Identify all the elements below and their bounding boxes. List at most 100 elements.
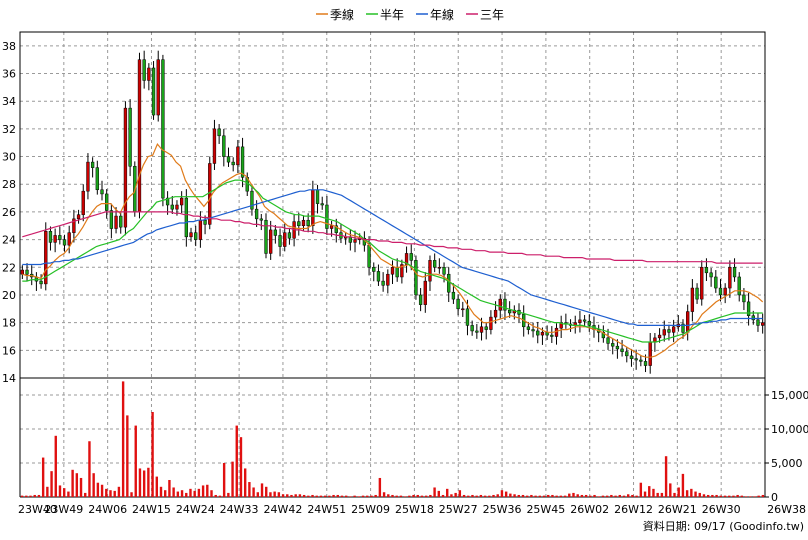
candle-body <box>475 330 479 333</box>
volume-bar <box>488 495 491 497</box>
candle-body <box>611 343 615 347</box>
candle-body <box>62 239 67 246</box>
volume-bar <box>75 473 79 497</box>
candle-body <box>240 146 245 178</box>
volume-bar <box>142 470 146 497</box>
candle-body <box>95 167 99 191</box>
volume-bar <box>437 490 440 497</box>
volume-bar <box>416 494 419 497</box>
candle-body <box>418 294 423 305</box>
x-tick-label: 26W02 <box>570 503 609 516</box>
volume-bar <box>475 495 478 497</box>
candle-body <box>86 161 90 192</box>
legend-label: 季線 <box>330 7 354 22</box>
candle-body <box>554 327 559 337</box>
candle-body <box>423 280 427 305</box>
candle-body <box>428 260 432 282</box>
volume-bar <box>639 482 643 497</box>
volume-bar <box>370 495 373 497</box>
x-tick-label: 25W18 <box>395 503 434 516</box>
volume-bar <box>29 495 32 497</box>
candle-body <box>671 326 676 333</box>
volume-bar <box>286 494 289 497</box>
candle-body <box>470 325 474 332</box>
candle-body <box>732 267 737 278</box>
candle-body <box>320 203 324 206</box>
candle-body <box>395 267 399 278</box>
candle-body <box>657 334 662 339</box>
volume-bar <box>239 437 243 497</box>
candle-body <box>465 308 470 326</box>
volume-bar <box>328 495 331 497</box>
candle-body <box>723 287 727 296</box>
candle-body <box>48 231 53 243</box>
candle-body <box>531 329 535 332</box>
volume-bar <box>201 485 205 497</box>
volume-bar <box>176 491 180 497</box>
volume-bar <box>265 486 268 497</box>
candle-body <box>643 361 648 366</box>
volume-bar <box>130 492 133 497</box>
candle-body <box>536 330 540 336</box>
volume-bar <box>353 495 356 497</box>
volume-bar <box>597 496 600 497</box>
y-tick-label: 14 <box>2 372 16 385</box>
volume-bar <box>46 486 49 497</box>
volume-bar <box>50 471 53 497</box>
volume-bar <box>79 477 83 497</box>
candle-body <box>550 334 554 337</box>
candle-body <box>297 221 301 227</box>
volume-bar <box>483 495 487 497</box>
volume-bar <box>580 494 584 497</box>
volume-bar <box>534 495 537 497</box>
x-tick-label: 25W27 <box>439 503 478 516</box>
volume-bar <box>41 457 45 497</box>
candle-body <box>273 229 278 236</box>
candle-body <box>714 276 718 289</box>
candle-body <box>25 269 29 275</box>
candle-body <box>58 235 62 240</box>
volume-bar <box>492 494 495 497</box>
volume-bar <box>732 495 735 497</box>
volume-bar <box>467 495 470 497</box>
volume-bar <box>273 491 276 497</box>
volume-bar <box>669 483 672 497</box>
candle-body <box>151 67 156 116</box>
x-tick-label: 26W12 <box>614 503 653 516</box>
volume-bar <box>694 491 697 497</box>
volume-bar <box>589 495 592 497</box>
volume-bar <box>622 495 626 497</box>
y-tick-label: 24 <box>2 234 16 247</box>
volume-bar <box>711 494 714 497</box>
volume-bar <box>605 495 609 497</box>
x-tick-label: 26W38 <box>767 503 806 516</box>
volume-bar <box>446 488 449 497</box>
candle-body <box>442 267 446 275</box>
volume-bar <box>96 482 100 497</box>
volume-bar <box>172 487 175 497</box>
candle-body <box>376 271 381 282</box>
candle-body <box>278 235 282 247</box>
candle-body <box>264 219 268 254</box>
volume-bar <box>290 494 293 497</box>
volume-bar <box>610 494 613 497</box>
candle-body <box>283 232 287 247</box>
volume-bar <box>706 494 710 497</box>
x-tick-label: 23W49 <box>44 503 83 516</box>
candle-body <box>709 272 713 278</box>
volume-bar <box>420 495 424 497</box>
candle-body <box>250 190 254 210</box>
price-panel-border <box>19 31 766 379</box>
volume-bar <box>753 496 756 497</box>
volume-bar <box>269 492 272 497</box>
candle-body <box>381 280 385 286</box>
x-tick-label: 24W33 <box>220 503 259 516</box>
candle-body <box>156 59 160 116</box>
candle-body <box>170 204 174 210</box>
ma-line-季線 <box>22 142 764 358</box>
volume-tick-label: 5,000 <box>771 457 803 470</box>
volume-bar <box>458 490 462 497</box>
volume-bar <box>252 487 255 497</box>
volume-bar <box>643 491 647 497</box>
candle-body <box>629 355 634 359</box>
